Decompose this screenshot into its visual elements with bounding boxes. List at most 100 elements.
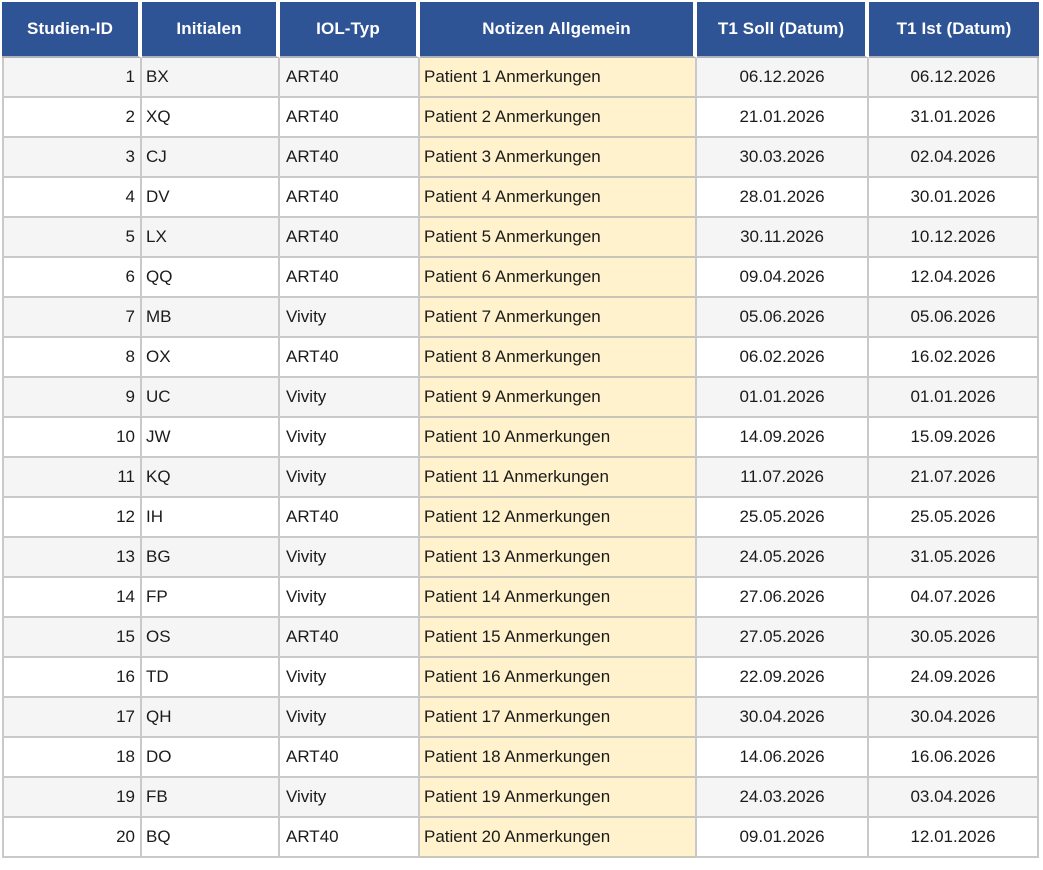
table-row: 4 DV ART40 Patient 4 Anmerkungen 28.01.2… (2, 178, 1039, 218)
cell-notizen: Patient 5 Anmerkungen (420, 218, 697, 258)
table-row: 5 LX ART40 Patient 5 Anmerkungen 30.11.2… (2, 218, 1039, 258)
patient-study-table: Studien-ID Initialen IOL-Typ Notizen All… (2, 2, 1039, 858)
cell-notizen: Patient 19 Anmerkungen (420, 778, 697, 818)
cell-notizen: Patient 13 Anmerkungen (420, 538, 697, 578)
cell-t1-soll: 30.11.2026 (697, 218, 869, 258)
column-header-studien-id: Studien-ID (2, 2, 142, 58)
cell-initialen: BG (142, 538, 280, 578)
cell-studien-id: 19 (2, 778, 142, 818)
table-header: Studien-ID Initialen IOL-Typ Notizen All… (2, 2, 1039, 58)
cell-studien-id: 6 (2, 258, 142, 298)
cell-t1-ist: 06.12.2026 (869, 58, 1039, 98)
cell-iol-typ: ART40 (280, 218, 420, 258)
cell-notizen: Patient 1 Anmerkungen (420, 58, 697, 98)
cell-t1-ist: 02.04.2026 (869, 138, 1039, 178)
cell-notizen: Patient 2 Anmerkungen (420, 98, 697, 138)
table-row: 10 JW Vivity Patient 10 Anmerkungen 14.0… (2, 418, 1039, 458)
cell-t1-soll: 30.03.2026 (697, 138, 869, 178)
cell-studien-id: 9 (2, 378, 142, 418)
cell-t1-soll: 01.01.2026 (697, 378, 869, 418)
table-row: 11 KQ Vivity Patient 11 Anmerkungen 11.0… (2, 458, 1039, 498)
cell-t1-ist: 16.02.2026 (869, 338, 1039, 378)
cell-t1-ist: 21.07.2026 (869, 458, 1039, 498)
cell-t1-ist: 31.01.2026 (869, 98, 1039, 138)
cell-initialen: FB (142, 778, 280, 818)
cell-initialen: KQ (142, 458, 280, 498)
table-row: 15 OS ART40 Patient 15 Anmerkungen 27.05… (2, 618, 1039, 658)
cell-initialen: JW (142, 418, 280, 458)
cell-initialen: XQ (142, 98, 280, 138)
table-row: 16 TD Vivity Patient 16 Anmerkungen 22.0… (2, 658, 1039, 698)
cell-notizen: Patient 15 Anmerkungen (420, 618, 697, 658)
cell-iol-typ: Vivity (280, 538, 420, 578)
cell-studien-id: 12 (2, 498, 142, 538)
cell-iol-typ: Vivity (280, 378, 420, 418)
cell-studien-id: 13 (2, 538, 142, 578)
cell-initialen: MB (142, 298, 280, 338)
column-header-t1-soll: T1 Soll (Datum) (697, 2, 869, 58)
cell-iol-typ: Vivity (280, 458, 420, 498)
cell-t1-soll: 05.06.2026 (697, 298, 869, 338)
cell-iol-typ: Vivity (280, 658, 420, 698)
cell-studien-id: 1 (2, 58, 142, 98)
cell-t1-ist: 01.01.2026 (869, 378, 1039, 418)
cell-initialen: DV (142, 178, 280, 218)
cell-t1-soll: 27.05.2026 (697, 618, 869, 658)
cell-iol-typ: ART40 (280, 738, 420, 778)
cell-initialen: CJ (142, 138, 280, 178)
cell-notizen: Patient 18 Anmerkungen (420, 738, 697, 778)
cell-t1-ist: 12.01.2026 (869, 818, 1039, 858)
cell-notizen: Patient 3 Anmerkungen (420, 138, 697, 178)
cell-t1-soll: 22.09.2026 (697, 658, 869, 698)
cell-studien-id: 20 (2, 818, 142, 858)
cell-studien-id: 10 (2, 418, 142, 458)
table-row: 2 XQ ART40 Patient 2 Anmerkungen 21.01.2… (2, 98, 1039, 138)
cell-t1-ist: 30.04.2026 (869, 698, 1039, 738)
cell-t1-soll: 06.02.2026 (697, 338, 869, 378)
table-row: 20 BQ ART40 Patient 20 Anmerkungen 09.01… (2, 818, 1039, 858)
cell-t1-ist: 30.05.2026 (869, 618, 1039, 658)
table-row: 13 BG Vivity Patient 13 Anmerkungen 24.0… (2, 538, 1039, 578)
cell-notizen: Patient 12 Anmerkungen (420, 498, 697, 538)
cell-iol-typ: ART40 (280, 498, 420, 538)
header-row: Studien-ID Initialen IOL-Typ Notizen All… (2, 2, 1039, 58)
cell-initialen: TD (142, 658, 280, 698)
cell-notizen: Patient 16 Anmerkungen (420, 658, 697, 698)
cell-iol-typ: ART40 (280, 338, 420, 378)
cell-studien-id: 17 (2, 698, 142, 738)
cell-t1-soll: 09.04.2026 (697, 258, 869, 298)
cell-studien-id: 8 (2, 338, 142, 378)
cell-notizen: Patient 4 Anmerkungen (420, 178, 697, 218)
cell-t1-ist: 25.05.2026 (869, 498, 1039, 538)
cell-initialen: OX (142, 338, 280, 378)
cell-initialen: BQ (142, 818, 280, 858)
cell-iol-typ: ART40 (280, 98, 420, 138)
table-row: 14 FP Vivity Patient 14 Anmerkungen 27.0… (2, 578, 1039, 618)
column-header-iol-typ: IOL-Typ (280, 2, 420, 58)
cell-notizen: Patient 14 Anmerkungen (420, 578, 697, 618)
cell-t1-soll: 14.06.2026 (697, 738, 869, 778)
cell-notizen: Patient 11 Anmerkungen (420, 458, 697, 498)
table-row: 6 QQ ART40 Patient 6 Anmerkungen 09.04.2… (2, 258, 1039, 298)
cell-t1-ist: 15.09.2026 (869, 418, 1039, 458)
cell-studien-id: 5 (2, 218, 142, 258)
cell-t1-ist: 30.01.2026 (869, 178, 1039, 218)
cell-notizen: Patient 9 Anmerkungen (420, 378, 697, 418)
cell-initialen: OS (142, 618, 280, 658)
cell-t1-soll: 25.05.2026 (697, 498, 869, 538)
cell-t1-soll: 06.12.2026 (697, 58, 869, 98)
cell-notizen: Patient 20 Anmerkungen (420, 818, 697, 858)
cell-notizen: Patient 8 Anmerkungen (420, 338, 697, 378)
cell-t1-soll: 24.05.2026 (697, 538, 869, 578)
table-row: 3 CJ ART40 Patient 3 Anmerkungen 30.03.2… (2, 138, 1039, 178)
cell-initialen: DO (142, 738, 280, 778)
cell-notizen: Patient 7 Anmerkungen (420, 298, 697, 338)
cell-iol-typ: Vivity (280, 418, 420, 458)
column-header-t1-ist: T1 Ist (Datum) (869, 2, 1039, 58)
cell-t1-ist: 31.05.2026 (869, 538, 1039, 578)
table-row: 1 BX ART40 Patient 1 Anmerkungen 06.12.2… (2, 58, 1039, 98)
cell-initialen: IH (142, 498, 280, 538)
cell-studien-id: 14 (2, 578, 142, 618)
cell-iol-typ: ART40 (280, 618, 420, 658)
cell-initialen: LX (142, 218, 280, 258)
